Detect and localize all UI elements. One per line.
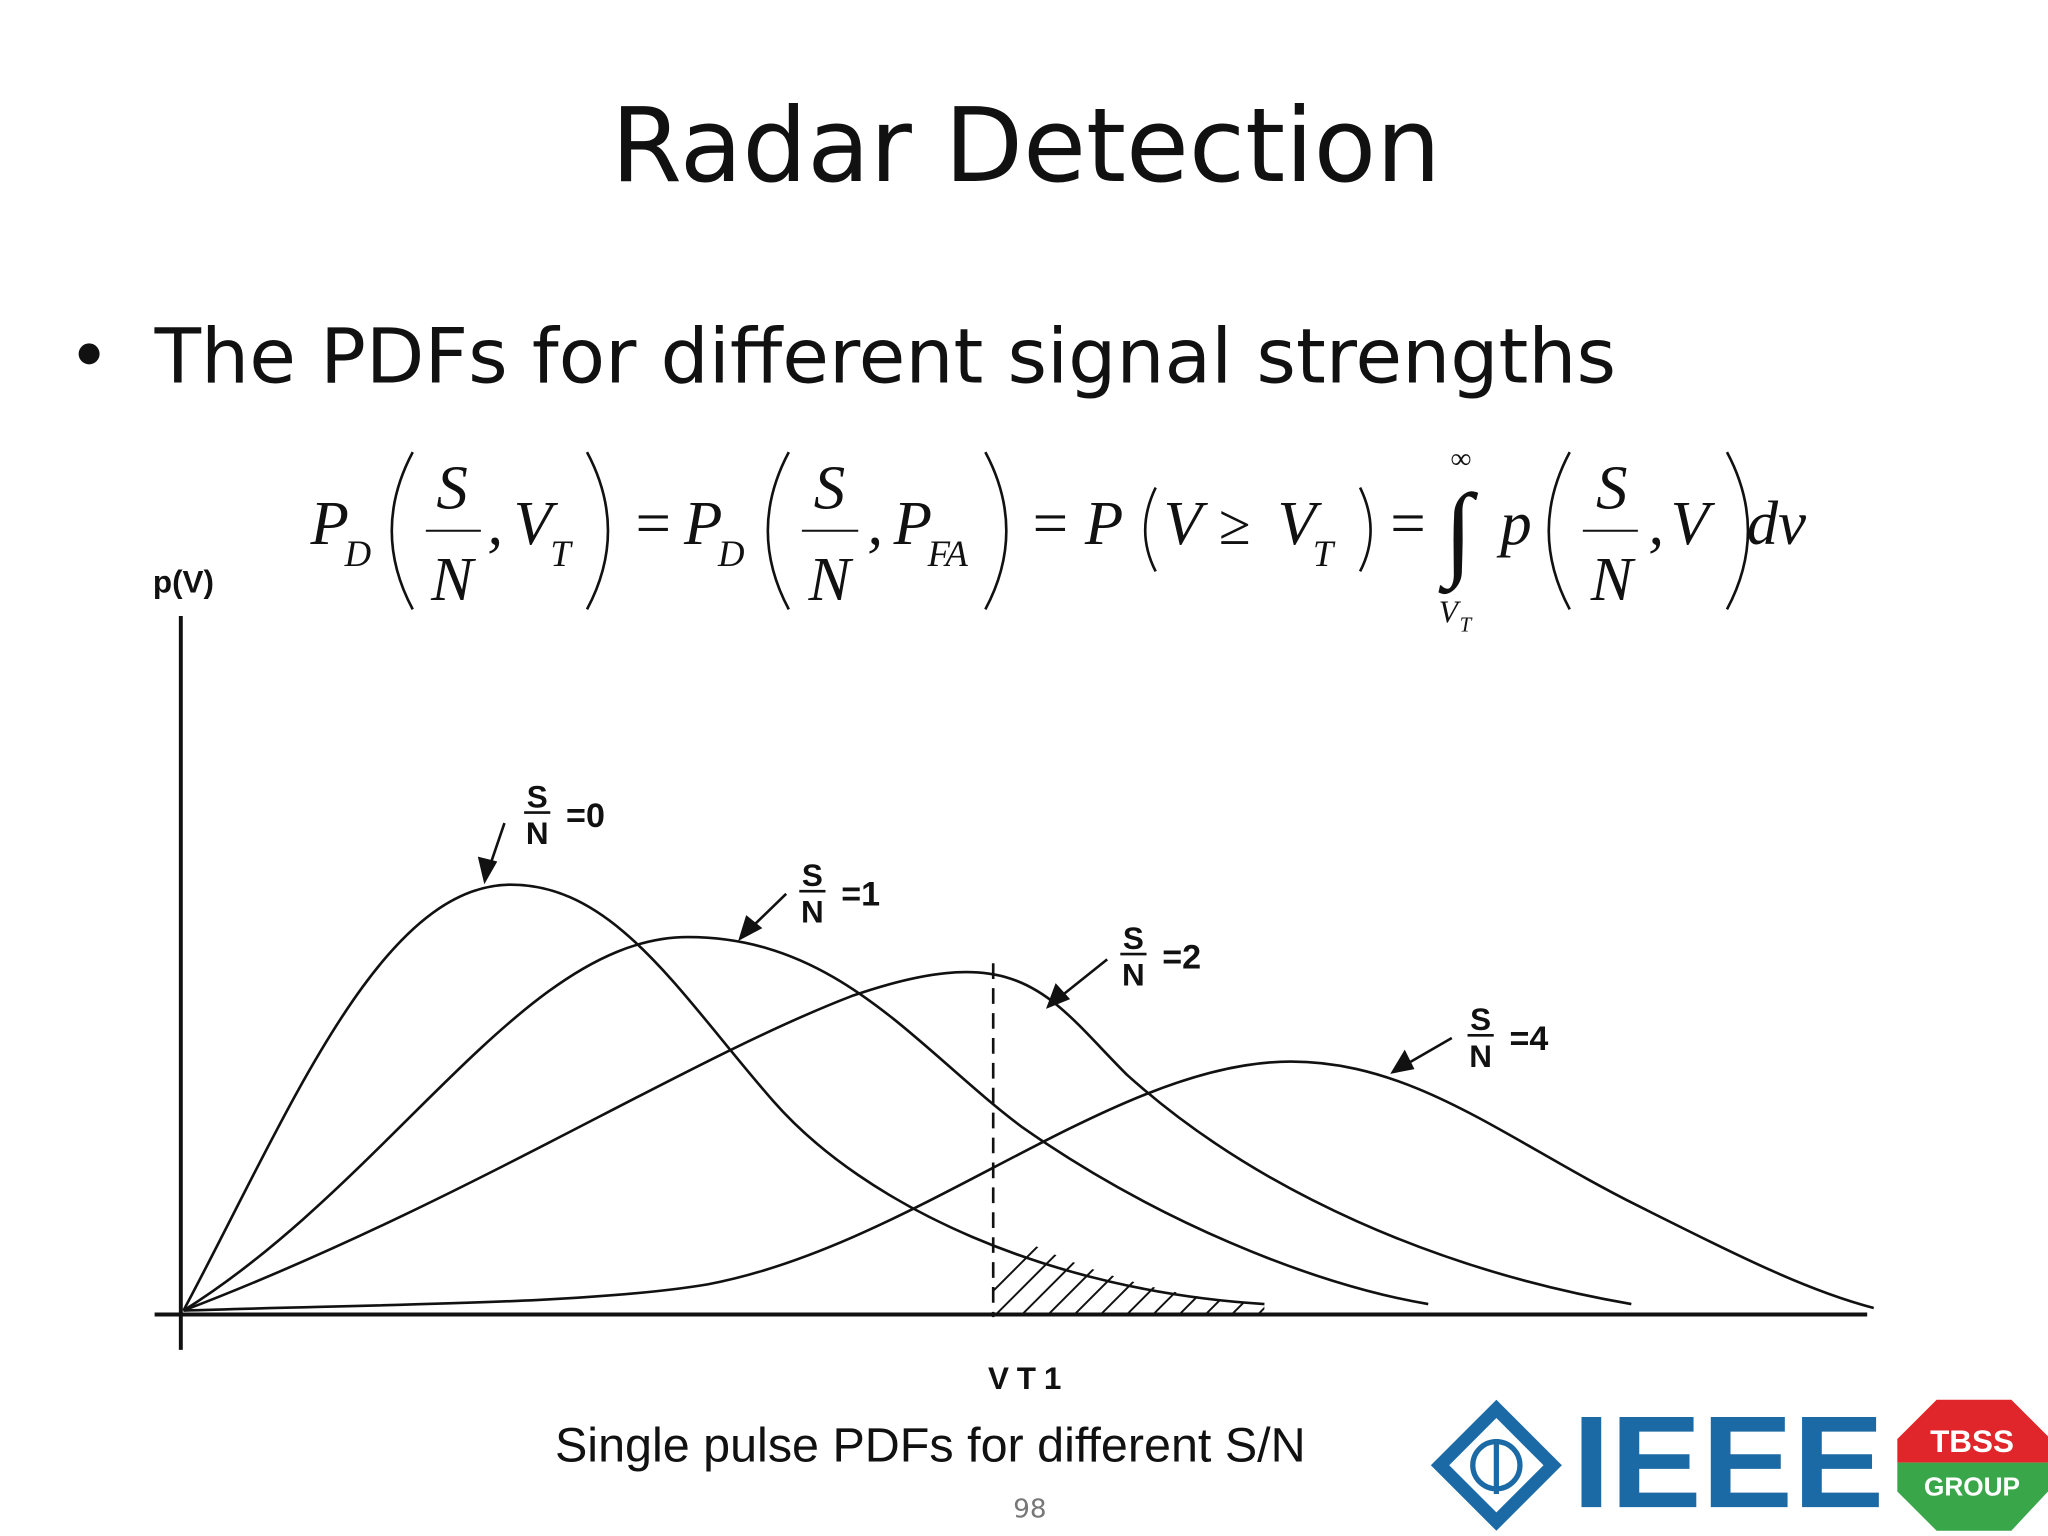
- label-numerator: S: [1470, 1002, 1491, 1037]
- equation-term: P: [683, 488, 722, 558]
- page-number: 98: [1013, 1495, 1046, 1525]
- parenthesis: [585, 451, 610, 611]
- y-axis-label: p(V): [153, 564, 214, 599]
- parenthesis: [1547, 451, 1571, 611]
- equation-term: =: [632, 488, 674, 558]
- label-value: =0: [566, 797, 605, 835]
- equation-term: N: [430, 544, 476, 614]
- label-denominator: N: [1469, 1039, 1492, 1074]
- label-arrows: [477, 822, 1453, 1074]
- parenthesis: [1143, 486, 1157, 573]
- equation-term: p: [1496, 488, 1531, 558]
- equation-term: T: [550, 533, 573, 574]
- parenthesis: [766, 451, 790, 611]
- tbss-text: TBSS: [1930, 1424, 2014, 1459]
- equation-term: P: [893, 488, 932, 558]
- label-denominator: N: [801, 895, 824, 930]
- label-numerator: S: [527, 779, 548, 814]
- ieee-text: IEEE: [1572, 1388, 1884, 1535]
- equation-term: ≥: [1219, 494, 1251, 557]
- figure-caption: Single pulse PDFs for different S/N: [555, 1418, 1306, 1472]
- bullet-dot: [78, 343, 100, 365]
- equation-term: T: [1460, 613, 1473, 637]
- pdf-curve: [183, 1060, 1875, 1312]
- figure: p(V) VT1 SN =0SN =1SN =2SN =4 Single pulse P…: [153, 564, 1875, 1472]
- group-text: GROUP: [1924, 1471, 2020, 1501]
- equation-term: V: [1671, 488, 1716, 558]
- equation-term: dv: [1747, 488, 1806, 558]
- equation-term: V: [1164, 488, 1209, 558]
- equation-term: N: [807, 544, 853, 614]
- pdf-curve: [182, 935, 1429, 1312]
- equation-term: V: [514, 488, 559, 558]
- curve-labels: SN =0SN =1SN =2SN =4: [524, 779, 1548, 1074]
- label-value: =1: [841, 876, 880, 914]
- label-value: =4: [1509, 1020, 1548, 1058]
- equation-term: V: [1278, 488, 1323, 558]
- equation-term: ,: [867, 488, 883, 558]
- parenthesis: [984, 451, 1008, 611]
- label-numerator: S: [1123, 921, 1144, 956]
- parenthesis: [390, 451, 414, 611]
- equation-term: V: [1439, 595, 1462, 630]
- equation-term: FA: [927, 533, 969, 574]
- parenthesis: [1725, 451, 1750, 611]
- equation-term: S: [814, 452, 845, 522]
- equation-term: N: [1590, 544, 1636, 614]
- tbss-top: [1897, 1399, 2048, 1463]
- equation-term: =: [1029, 488, 1071, 558]
- slide-title: Radar Detection: [611, 87, 1441, 206]
- pdf-curve: [182, 883, 1265, 1312]
- equation-term: D: [717, 533, 744, 574]
- equation-term: S: [1596, 452, 1627, 522]
- label-numerator: S: [802, 858, 823, 893]
- label-denominator: N: [1122, 958, 1145, 993]
- tbss-bottom: [1897, 1462, 2048, 1531]
- equation-term: P: [310, 488, 349, 558]
- equation-term: =: [1386, 488, 1428, 558]
- equation-term: S: [436, 452, 467, 522]
- equation-term: ∫: [1438, 473, 1479, 595]
- threshold-label: VT1: [988, 1361, 1069, 1396]
- equation-term: ∞: [1451, 443, 1472, 475]
- equation-term: ,: [1648, 488, 1664, 558]
- equation-term: T: [1313, 533, 1336, 574]
- equation-term: ,: [487, 488, 503, 558]
- label-denominator: N: [526, 816, 549, 851]
- pdf-curve: [182, 970, 1632, 1312]
- parenthesis: [1358, 486, 1372, 573]
- equation-term: P: [1084, 488, 1123, 558]
- tbss-logo: TBSS GROUP: [1897, 1399, 2048, 1531]
- bullet-text: The PDFs for different signal strengths: [154, 312, 1616, 401]
- equation-term: D: [344, 533, 371, 574]
- label-value: =2: [1162, 939, 1201, 977]
- ieee-logo: IEEE: [1430, 1388, 1884, 1535]
